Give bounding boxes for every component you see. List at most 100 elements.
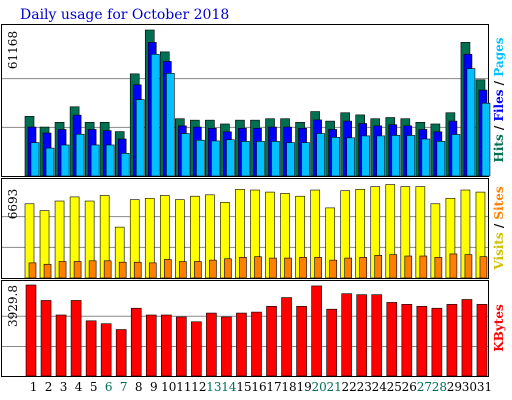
x-label-day-4: 4 xyxy=(75,380,83,394)
bar-pages-day-23 xyxy=(361,135,371,177)
legend-entry: Files xyxy=(492,89,506,125)
bar-sites-day-28 xyxy=(434,257,443,279)
x-label-day-19: 19 xyxy=(296,380,311,394)
bar-kbytes-day-2 xyxy=(40,300,52,377)
bar-kbytes-day-9 xyxy=(145,314,157,377)
x-label-day-13: 13 xyxy=(206,380,221,394)
x-label-day-11: 11 xyxy=(176,380,191,394)
bar-kbytes-day-23 xyxy=(356,294,368,377)
x-label-day-18: 18 xyxy=(281,380,296,394)
x-label-day-29: 29 xyxy=(447,380,462,394)
bar-kbytes-day-17 xyxy=(266,305,277,377)
legend-1: Hits / Files / Pages xyxy=(492,37,506,162)
bar-pages-day-22 xyxy=(346,137,355,177)
bar-pages-day-13 xyxy=(211,140,220,177)
bar-pages-day-2 xyxy=(45,147,55,177)
x-label-day-3: 3 xyxy=(60,380,68,394)
legend-3: KBytes xyxy=(492,304,506,352)
bar-pages-day-26 xyxy=(406,135,416,177)
x-label-day-26: 26 xyxy=(402,380,417,394)
bar-sites-day-9 xyxy=(148,262,157,279)
bar-kbytes-day-8 xyxy=(130,307,142,377)
bar-sites-day-19 xyxy=(299,257,307,279)
bar-sites-day-11 xyxy=(179,261,187,279)
bar-pages-day-21 xyxy=(331,137,340,177)
x-label-day-7: 7 xyxy=(120,380,128,394)
bar-pages-day-3 xyxy=(60,144,70,177)
x-label-day-23: 23 xyxy=(357,380,372,394)
x-label-day-2: 2 xyxy=(45,380,53,394)
bar-pages-day-27 xyxy=(421,138,431,177)
bar-pages-day-19 xyxy=(301,142,310,177)
bar-pages-day-25 xyxy=(391,135,401,177)
bar-pages-day-11 xyxy=(181,133,190,177)
y-max-label-3: 3929.8 xyxy=(6,285,20,327)
bar-sites-day-14 xyxy=(224,258,232,279)
x-label-day-5: 5 xyxy=(90,380,98,394)
kbytes-panel: 3929.8 KBytes xyxy=(1,280,506,377)
bar-pages-day-31 xyxy=(481,102,491,177)
bar-sites-day-17 xyxy=(269,257,277,279)
bar-kbytes-day-22 xyxy=(341,293,352,377)
bar-kbytes-day-19 xyxy=(296,305,307,377)
bar-pages-day-18 xyxy=(286,142,295,177)
x-label-day-15: 15 xyxy=(236,380,251,394)
bar-kbytes-day-29 xyxy=(446,304,458,377)
x-label-day-20: 20 xyxy=(311,380,326,394)
legend-entry: / xyxy=(492,223,506,232)
legend-entry: / xyxy=(492,80,506,89)
bar-kbytes-day-30 xyxy=(461,299,473,377)
bar-kbytes-day-1 xyxy=(25,284,37,377)
bar-sites-day-7 xyxy=(118,261,127,279)
panel-frame-3 xyxy=(1,280,489,377)
bar-kbytes-day-7 xyxy=(115,329,127,377)
bar-sites-day-2 xyxy=(43,263,52,279)
y-max-label-1: 61168 xyxy=(6,31,20,69)
bar-sites-day-26 xyxy=(404,255,413,279)
legend-entry: Pages xyxy=(492,37,506,81)
bar-kbytes-day-6 xyxy=(100,323,112,377)
bar-pages-day-28 xyxy=(436,141,446,177)
bar-sites-day-18 xyxy=(284,257,292,279)
bar-sites-day-24 xyxy=(374,255,383,279)
bar-sites-day-16 xyxy=(254,256,262,279)
bar-pages-day-17 xyxy=(271,141,280,177)
bar-kbytes-day-24 xyxy=(371,294,383,377)
bar-pages-day-5 xyxy=(90,144,100,177)
legend-entry: KBytes xyxy=(492,304,506,352)
x-label-day-16: 16 xyxy=(251,380,266,394)
bar-kbytes-day-31 xyxy=(476,304,488,377)
bar-kbytes-day-5 xyxy=(85,320,97,377)
bar-pages-day-14 xyxy=(226,139,235,177)
legend-entry: Hits xyxy=(492,134,506,162)
bar-pages-day-10 xyxy=(165,73,175,177)
bar-sites-day-23 xyxy=(359,257,368,279)
x-label-day-21: 21 xyxy=(327,380,342,394)
hits-files-pages-panel: 61168 Hits / Files / Pages xyxy=(1,24,506,177)
x-label-day-24: 24 xyxy=(372,380,388,394)
bar-pages-day-7 xyxy=(120,153,130,177)
legend-entry: / xyxy=(492,125,506,134)
bar-kbytes-day-11 xyxy=(176,316,187,377)
legend-entry: Sites xyxy=(492,186,506,224)
bar-kbytes-day-25 xyxy=(386,302,398,377)
bar-pages-day-1 xyxy=(30,142,40,177)
bar-kbytes-day-20 xyxy=(311,285,322,377)
bar-sites-day-20 xyxy=(314,257,322,279)
x-label-day-25: 25 xyxy=(387,380,402,394)
bar-sites-day-13 xyxy=(209,259,217,279)
bar-sites-day-22 xyxy=(344,257,352,279)
bar-kbytes-day-21 xyxy=(326,308,337,377)
bar-sites-day-3 xyxy=(58,261,67,279)
bar-pages-day-12 xyxy=(196,139,205,177)
bar-pages-day-4 xyxy=(75,133,85,177)
bar-sites-day-21 xyxy=(329,259,337,279)
x-label-day-9: 9 xyxy=(150,380,158,394)
visits-sites-panel: 6693 Visits / Sites xyxy=(1,178,506,279)
bar-pages-day-30 xyxy=(466,68,476,177)
bar-sites-day-25 xyxy=(389,254,398,279)
x-label-day-6: 6 xyxy=(105,380,113,394)
bar-pages-day-9 xyxy=(150,53,160,177)
